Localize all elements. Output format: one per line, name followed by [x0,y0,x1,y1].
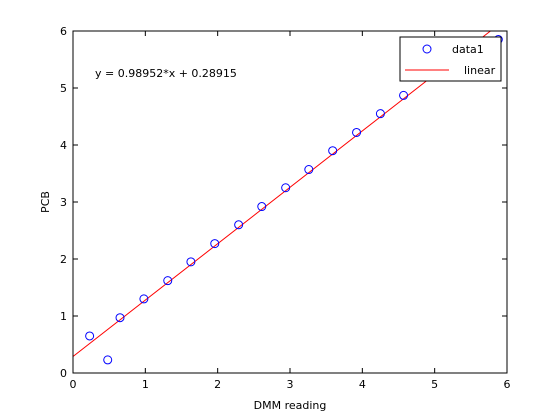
x-tick-label: 0 [70,378,77,391]
y-axis-label: PCB [39,191,52,213]
y-tick-label: 0 [60,367,67,380]
x-tick-label: 1 [142,378,149,391]
y-tick-label: 6 [60,25,67,38]
y-tick-label: 4 [60,139,67,152]
x-tick-label: 5 [431,378,438,391]
y-tick-label: 2 [60,253,67,266]
legend: data1 linear [400,37,501,81]
plot-area [73,31,507,373]
y-tick-label: 3 [60,196,67,209]
x-tick-label: 2 [214,378,221,391]
y-tick-label: 5 [60,82,67,95]
x-tick-label: 3 [287,378,294,391]
legend-label-linear: linear [464,64,496,77]
y-tick-label: 1 [60,310,67,323]
x-axis-label: DMM reading [254,399,327,412]
x-tick-label: 4 [359,378,366,391]
x-tick-label: 6 [504,378,511,391]
legend-label-data1: data1 [452,43,484,56]
fit-equation-annotation: y = 0.98952*x + 0.28915 [95,67,237,80]
